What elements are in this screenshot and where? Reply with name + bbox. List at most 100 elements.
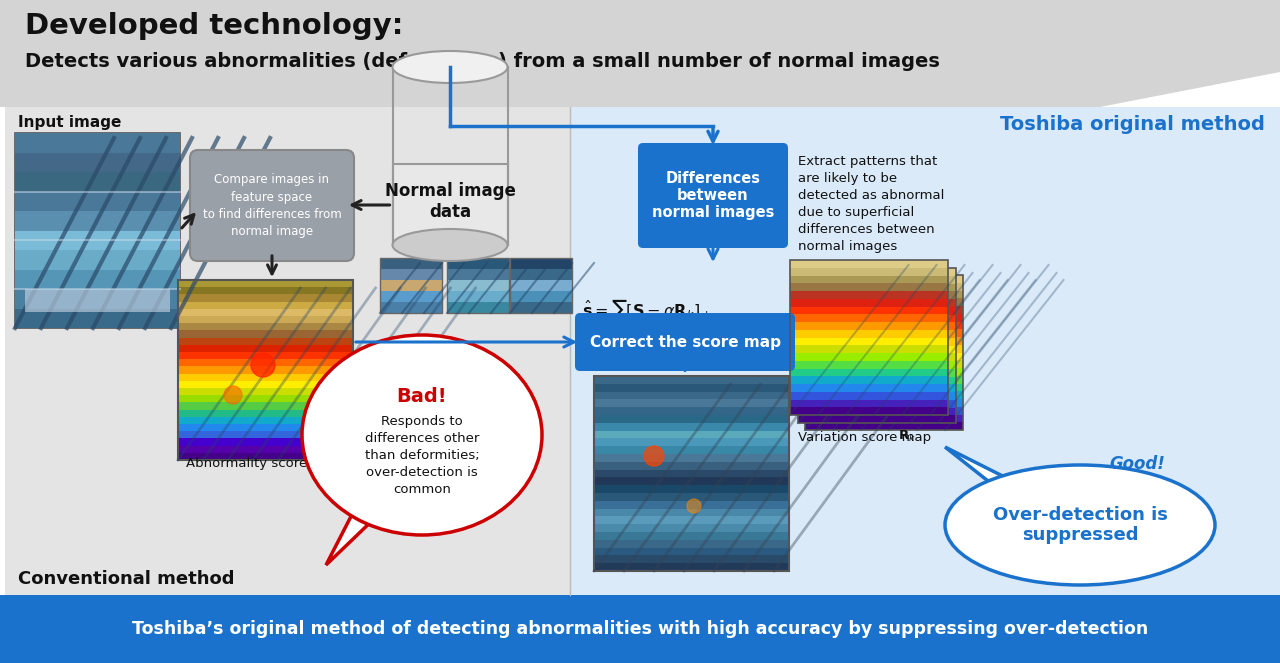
Text: Developed technology:: Developed technology:	[26, 12, 403, 40]
Bar	[178, 308, 353, 316]
Bar	[594, 516, 788, 524]
Bar	[594, 438, 788, 446]
Bar	[790, 259, 948, 268]
Bar	[178, 409, 353, 417]
Bar	[178, 381, 353, 388]
Text: Over-detection is
suppressed: Over-detection is suppressed	[992, 506, 1167, 544]
Bar	[447, 269, 509, 280]
Bar	[26, 289, 170, 312]
Bar	[594, 555, 788, 563]
Text: Toshiba original method: Toshiba original method	[1000, 115, 1265, 134]
Circle shape	[687, 499, 701, 513]
Bar	[178, 280, 353, 287]
Text: Input image: Input image	[18, 115, 122, 130]
Bar	[178, 344, 353, 352]
Bar	[178, 416, 353, 424]
Text: Bad!: Bad!	[397, 387, 447, 406]
Bar	[178, 402, 353, 410]
Bar	[594, 414, 788, 423]
Bar	[5, 107, 570, 595]
Bar	[790, 337, 948, 345]
Bar	[790, 383, 948, 392]
Bar	[797, 283, 956, 291]
Text: S: S	[312, 457, 323, 470]
Bar	[790, 267, 948, 276]
Bar	[790, 391, 948, 400]
Bar	[15, 210, 180, 231]
Bar	[805, 282, 963, 290]
Bar	[797, 291, 956, 299]
Bar	[447, 280, 509, 291]
Bar	[447, 302, 509, 313]
Bar	[805, 375, 963, 383]
Bar	[790, 330, 948, 337]
Bar	[797, 384, 956, 392]
Bar	[805, 398, 963, 406]
FancyBboxPatch shape	[575, 313, 795, 371]
Bar	[797, 330, 956, 337]
Bar	[380, 302, 442, 313]
Bar	[594, 461, 788, 469]
Bar	[594, 508, 788, 516]
Bar	[594, 524, 788, 532]
Bar	[15, 288, 180, 308]
Bar	[594, 501, 788, 509]
Bar	[178, 366, 353, 373]
Bar	[594, 453, 788, 462]
Bar	[790, 275, 948, 283]
Text: Correct the score map: Correct the score map	[590, 335, 781, 349]
Bar	[178, 394, 353, 402]
Bar	[509, 269, 572, 280]
Bar	[805, 313, 963, 322]
Bar	[594, 485, 788, 493]
Bar	[797, 268, 956, 423]
Bar	[447, 258, 509, 313]
Bar	[805, 360, 963, 368]
Bar	[178, 445, 353, 453]
Bar	[15, 172, 180, 192]
Bar	[594, 532, 788, 540]
Ellipse shape	[393, 51, 507, 83]
FancyBboxPatch shape	[189, 150, 355, 261]
Bar	[805, 344, 963, 353]
Text: $\hat{\mathbf{s}} = \sum_k [\mathbf{S} - \alpha \mathbf{R}_k]_+$: $\hat{\mathbf{s}} = \sum_k [\mathbf{S} -…	[582, 298, 712, 335]
Bar	[790, 282, 948, 291]
Bar	[178, 431, 353, 438]
Bar	[594, 493, 788, 501]
Bar	[805, 383, 963, 391]
Bar	[178, 323, 353, 330]
Text: Good!: Good!	[1110, 455, 1165, 473]
Bar	[15, 230, 180, 250]
Bar	[15, 191, 180, 211]
Bar	[797, 314, 956, 322]
Bar	[594, 376, 788, 571]
Bar	[594, 399, 788, 407]
Bar	[594, 391, 788, 399]
Text: Toshiba’s original method of detecting abnormalities with high accuracy by suppr: Toshiba’s original method of detecting a…	[132, 620, 1148, 638]
Bar	[15, 269, 180, 289]
Bar	[797, 322, 956, 330]
Bar	[790, 360, 948, 369]
Bar	[509, 302, 572, 313]
Bar	[790, 290, 948, 299]
Bar	[790, 368, 948, 376]
Bar	[790, 345, 948, 353]
Bar	[594, 422, 788, 430]
Bar	[178, 452, 353, 460]
Bar	[790, 314, 948, 322]
Bar	[380, 257, 442, 269]
Bar	[393, 164, 507, 245]
Bar	[805, 298, 963, 306]
Text: Extract patterns that
are likely to be
detected as abnormal
due to superficial
d: Extract patterns that are likely to be d…	[797, 155, 945, 253]
Bar	[178, 387, 353, 395]
Bar	[790, 260, 948, 415]
Bar	[594, 539, 788, 548]
Bar	[15, 152, 180, 172]
Bar	[805, 329, 963, 337]
Bar	[594, 406, 788, 415]
Bar	[805, 406, 963, 414]
Text: Abnormality score map: Abnormality score map	[186, 457, 346, 470]
Text: Compare images in
feature space
to find differences from
normal image: Compare images in feature space to find …	[202, 174, 342, 237]
Bar	[380, 258, 442, 313]
Bar	[797, 267, 956, 276]
